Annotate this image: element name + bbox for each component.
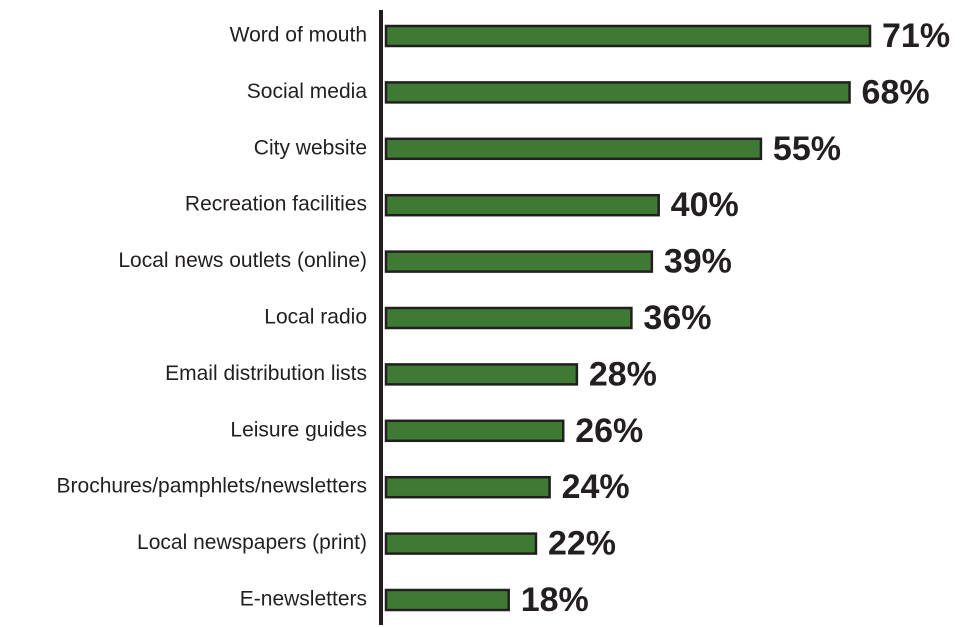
value-label: 39% <box>664 243 732 281</box>
bar <box>384 193 660 217</box>
bar <box>384 532 538 555</box>
category-label: Brochures/pamphlets/newsletters <box>57 475 367 498</box>
value-label: 40% <box>671 186 739 224</box>
value-label: 68% <box>862 73 930 111</box>
bar <box>384 363 579 386</box>
value-label: 71% <box>882 17 950 55</box>
bar <box>384 588 510 612</box>
value-label: 36% <box>643 299 711 337</box>
category-label: E-newsletters <box>240 588 367 611</box>
category-label: Recreation facilities <box>185 193 367 216</box>
category-label: Email distribution lists <box>165 362 367 385</box>
bar <box>384 475 551 499</box>
bar <box>384 137 763 161</box>
value-label: 24% <box>562 468 630 506</box>
value-label: 18% <box>521 581 589 619</box>
category-label: Local newspapers (print) <box>137 531 367 554</box>
category-label: City website <box>254 136 367 159</box>
bar <box>384 24 872 48</box>
value-label: 28% <box>589 355 657 393</box>
bar <box>384 81 851 104</box>
value-label: 26% <box>575 412 643 450</box>
category-label: Social media <box>247 80 368 103</box>
value-label: 55% <box>773 130 841 168</box>
bar <box>384 306 633 330</box>
category-label: Local radio <box>264 306 367 329</box>
category-label: Leisure guides <box>230 418 367 441</box>
category-label: Word of mouth <box>230 24 367 47</box>
category-label: Local news outlets (online) <box>118 249 367 272</box>
value-label: 22% <box>548 525 616 563</box>
bar <box>384 250 654 273</box>
bar <box>384 419 565 443</box>
